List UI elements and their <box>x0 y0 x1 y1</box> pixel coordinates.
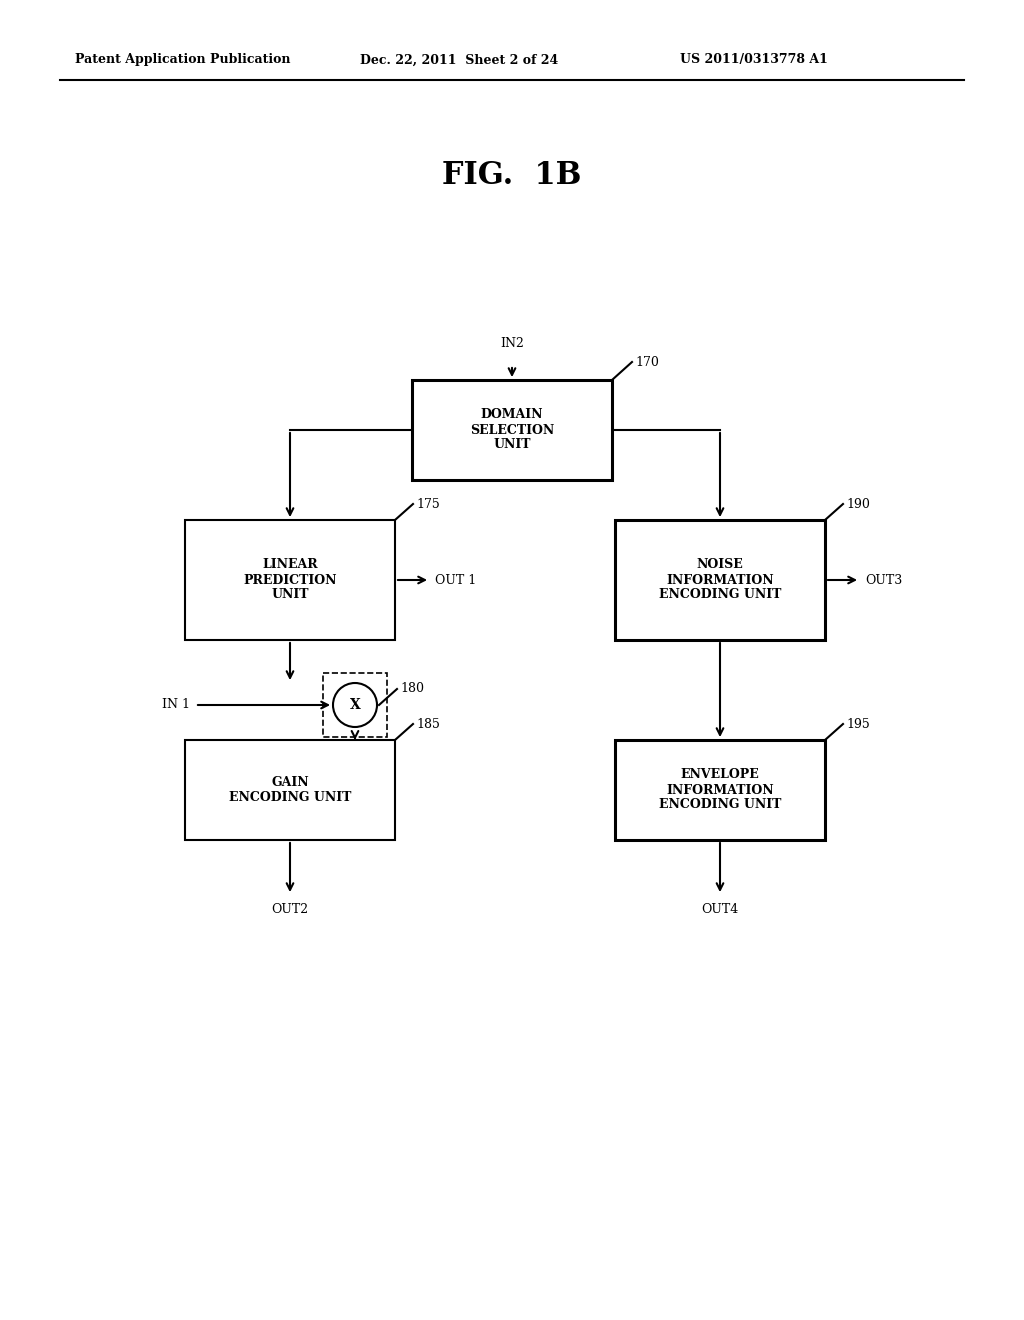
Text: FIG.  1B: FIG. 1B <box>442 160 582 190</box>
Text: NOISE
INFORMATION
ENCODING UNIT: NOISE INFORMATION ENCODING UNIT <box>658 558 781 602</box>
Bar <box>323 673 387 737</box>
Text: 195: 195 <box>846 718 869 730</box>
Text: 185: 185 <box>416 718 440 730</box>
Text: 170: 170 <box>635 355 658 368</box>
Text: OUT4: OUT4 <box>701 903 738 916</box>
Text: GAIN
ENCODING UNIT: GAIN ENCODING UNIT <box>228 776 351 804</box>
Bar <box>615 520 825 640</box>
Bar <box>185 520 395 640</box>
Text: OUT 1: OUT 1 <box>435 573 476 586</box>
Text: OUT3: OUT3 <box>865 573 902 586</box>
Text: 175: 175 <box>416 498 439 511</box>
Text: 180: 180 <box>400 682 424 696</box>
Text: LINEAR
PREDICTION
UNIT: LINEAR PREDICTION UNIT <box>244 558 337 602</box>
Text: DOMAIN
SELECTION
UNIT: DOMAIN SELECTION UNIT <box>470 408 554 451</box>
Text: IN 1: IN 1 <box>162 698 190 711</box>
Text: X: X <box>349 698 360 711</box>
Text: OUT2: OUT2 <box>271 903 308 916</box>
Text: ENVELOPE
INFORMATION
ENCODING UNIT: ENVELOPE INFORMATION ENCODING UNIT <box>658 768 781 812</box>
Bar <box>615 741 825 840</box>
Text: US 2011/0313778 A1: US 2011/0313778 A1 <box>680 54 827 66</box>
Text: 190: 190 <box>846 498 869 511</box>
Bar <box>185 741 395 840</box>
Text: IN2: IN2 <box>500 337 524 350</box>
Text: Patent Application Publication: Patent Application Publication <box>75 54 291 66</box>
Text: Dec. 22, 2011  Sheet 2 of 24: Dec. 22, 2011 Sheet 2 of 24 <box>360 54 558 66</box>
Bar <box>412 380 612 480</box>
